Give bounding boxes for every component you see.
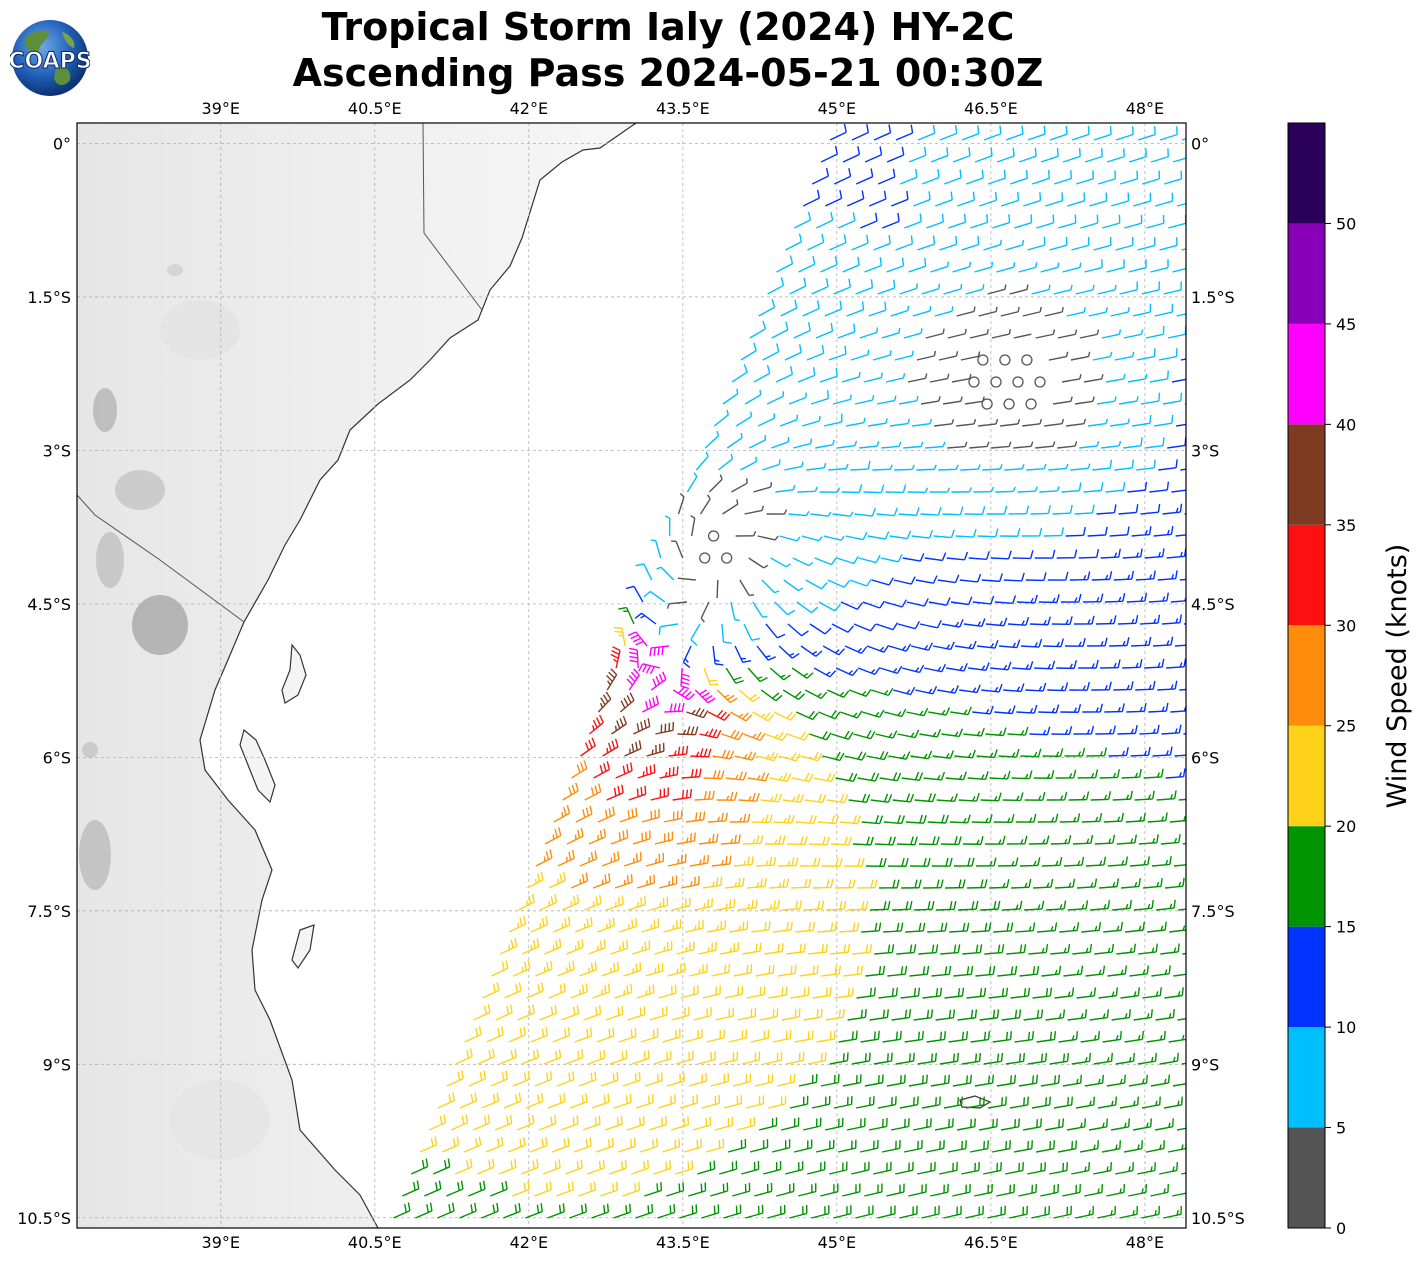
colorbar-bin xyxy=(1288,123,1325,224)
colorbar-bin xyxy=(1288,323,1325,425)
colorbar-tick-label: 40 xyxy=(1336,415,1356,434)
lat-tick-label-right: 0° xyxy=(1191,134,1209,153)
colorbar-tick-label: 30 xyxy=(1336,616,1356,635)
lon-tick-label-bottom: 43.5°E xyxy=(656,1233,710,1252)
lat-tick-label-right: 1.5°S xyxy=(1191,288,1235,307)
lat-tick-label-left: 7.5°S xyxy=(27,902,71,921)
lat-tick-label-right: 7.5°S xyxy=(1191,902,1235,921)
colorbar-tick-label: 45 xyxy=(1336,315,1356,334)
title-line-2: Ascending Pass 2024-05-21 00:30Z xyxy=(292,51,1044,95)
country-border xyxy=(422,123,483,311)
lat-tick-label-right: 9°S xyxy=(1191,1055,1219,1074)
lon-tick-label-bottom: 42°E xyxy=(510,1233,548,1252)
lon-tick-label-top: 45°E xyxy=(818,99,856,118)
lon-tick-label-bottom: 48°E xyxy=(1126,1233,1164,1252)
island-pemba xyxy=(281,643,307,704)
lon-tick-label-top: 40.5°E xyxy=(348,99,402,118)
coaps-globe-logo-icon: COAPS xyxy=(10,20,90,96)
lon-tick-label-top: 39°E xyxy=(202,99,240,118)
island-aldabra xyxy=(959,1095,992,1109)
plot-frame xyxy=(76,122,1187,1229)
colorbar-tick-label: 15 xyxy=(1336,918,1356,937)
colorbar: 0 5 10 15 20 25 30 35 40 45 50 Wind Speed (knots) xyxy=(1287,122,1413,1238)
land-area xyxy=(77,123,636,1228)
coastline xyxy=(199,123,637,1228)
colorbar-bin xyxy=(1288,926,1325,1028)
lon-tick-label-top: 42°E xyxy=(510,99,548,118)
plot-area xyxy=(76,122,1187,1229)
island-zanzibar xyxy=(239,728,276,804)
colorbar-tick-label: 0 xyxy=(1336,1219,1346,1238)
country-border xyxy=(77,494,245,623)
colorbar-bin xyxy=(1288,424,1325,525)
lon-tick-label-bottom: 46.5°E xyxy=(964,1233,1018,1252)
lat-tick-label-right: 4.5°S xyxy=(1191,595,1235,614)
island-mafia xyxy=(291,924,315,970)
lon-tick-label-bottom: 40.5°E xyxy=(348,1233,402,1252)
lat-tick-label-left: 1.5°S xyxy=(27,288,71,307)
colorbar-tick-label: 20 xyxy=(1336,817,1356,836)
lat-tick-label-right: 10.5°S xyxy=(1191,1209,1245,1228)
colorbar-tick-label: 50 xyxy=(1336,214,1356,233)
logo-text: COAPS xyxy=(10,49,90,74)
colorbar-bin xyxy=(1288,826,1325,927)
lat-tick-label-left: 9°S xyxy=(43,1055,71,1074)
lon-tick-label-top: 43.5°E xyxy=(656,99,710,118)
map-title: Tropical Storm Ialy (2024) HY-2C Ascendi… xyxy=(130,4,1206,96)
lat-tick-label-right: 3°S xyxy=(1191,441,1219,460)
colorbar-bin xyxy=(1288,725,1325,827)
lat-tick-label-right: 6°S xyxy=(1191,748,1219,767)
colorbar-bin xyxy=(1288,625,1325,726)
lat-tick-label-left: 4.5°S xyxy=(27,595,71,614)
wind-barbs xyxy=(393,123,1186,1219)
lon-tick-label-top: 46.5°E xyxy=(964,99,1018,118)
colorbar-label: Wind Speed (knots) xyxy=(1382,544,1413,809)
colorbar-tick-label: 10 xyxy=(1336,1018,1356,1037)
colorbar-tick-label: 5 xyxy=(1336,1119,1346,1138)
gridlines xyxy=(77,123,1186,1228)
colorbar-bin xyxy=(1288,524,1325,626)
lon-tick-label-bottom: 39°E xyxy=(202,1233,240,1252)
colorbar-frame xyxy=(1287,122,1326,1229)
lat-tick-label-left: 10.5°S xyxy=(17,1209,71,1228)
terrain-shading xyxy=(79,264,270,1160)
title-line-1: Tropical Storm Ialy (2024) HY-2C xyxy=(321,5,1015,49)
lat-tick-label-left: 6°S xyxy=(43,748,71,767)
colorbar-bin xyxy=(1288,1127,1325,1228)
lat-tick-label-left: 0° xyxy=(53,134,71,153)
colorbar-bin xyxy=(1288,223,1325,324)
lat-tick-label-left: 3°S xyxy=(43,441,71,460)
colorbar-bin xyxy=(1288,1027,1325,1128)
colorbar-tick-label: 35 xyxy=(1336,516,1356,535)
axis-labels: 39°E 39°E 40.5°E 40.5°E 42°E 42°E 43.5°E 43.5°E… xyxy=(17,99,1245,1252)
lon-tick-label-bottom: 45°E xyxy=(818,1233,856,1252)
colorbar-tick-label: 25 xyxy=(1336,717,1356,736)
lon-tick-label-top: 48°E xyxy=(1126,99,1164,118)
